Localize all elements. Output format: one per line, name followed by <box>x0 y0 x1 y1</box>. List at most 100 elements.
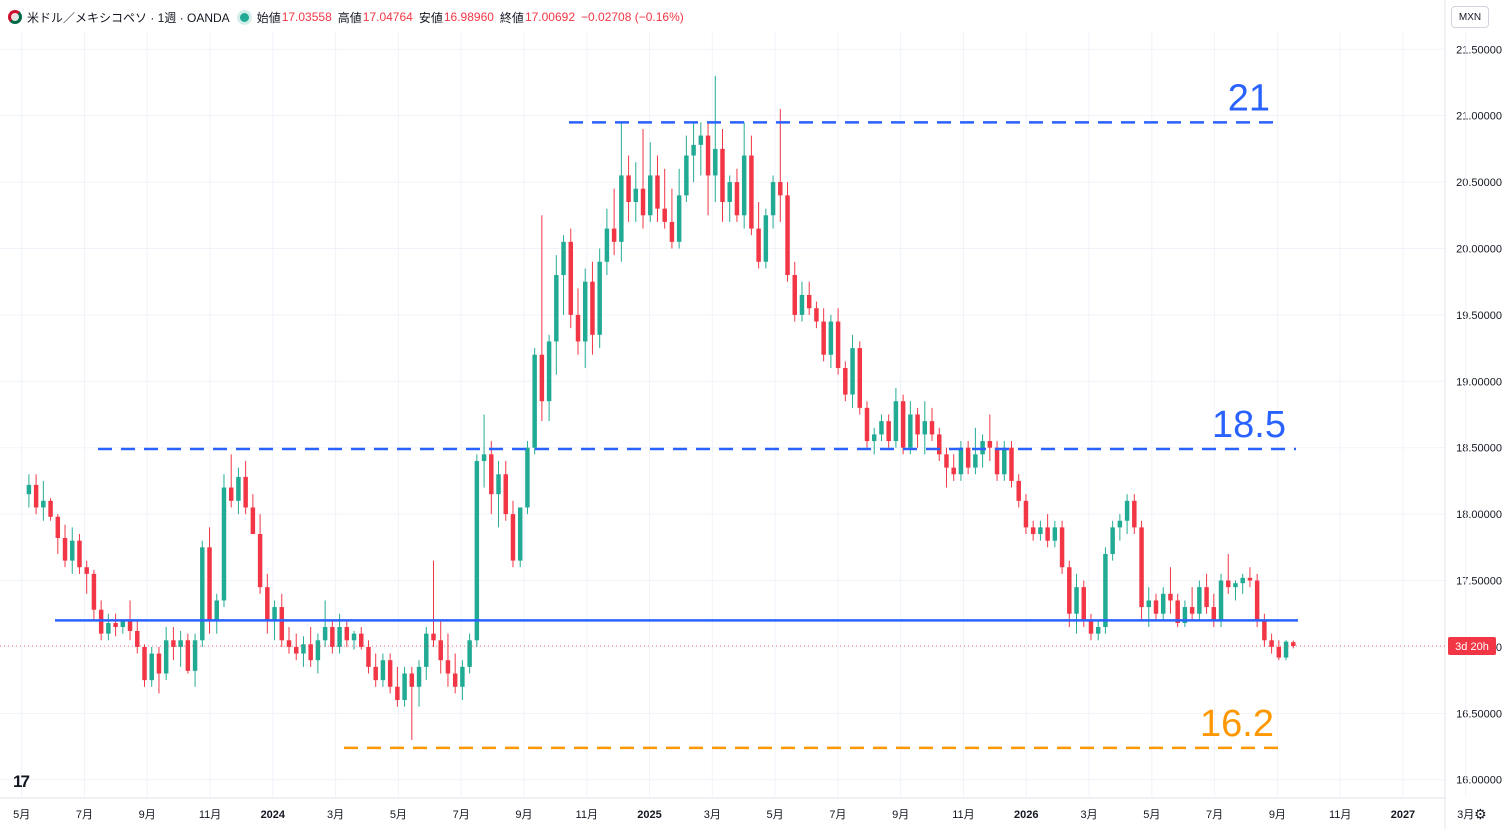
candle-body <box>431 633 436 641</box>
candle-body <box>1103 553 1108 627</box>
currency-button[interactable]: MXN <box>1451 6 1489 28</box>
candle-body <box>864 407 870 442</box>
candle-body <box>192 640 198 671</box>
tradingview-logo-icon[interactable]: 17 <box>13 772 30 791</box>
gear-icon[interactable]: ⚙ <box>1474 806 1487 822</box>
level-label: 16.2 <box>1200 703 1274 745</box>
market-status-icon <box>239 12 249 22</box>
candle-body <box>532 354 537 448</box>
candle-body <box>1189 607 1195 614</box>
candle-body <box>814 308 819 322</box>
candle-body <box>214 600 219 621</box>
candle-body <box>200 547 205 641</box>
candle-body <box>1168 593 1173 601</box>
y-tick-label: 16.00000 <box>1456 775 1502 787</box>
y-tick-label: 20.50000 <box>1456 177 1502 189</box>
candle-body <box>503 474 508 515</box>
x-tick-label: 5月 <box>390 809 407 821</box>
candle-body <box>1226 580 1231 588</box>
high-value: 17.04764 <box>362 10 413 24</box>
candle-body <box>973 454 978 468</box>
candle-body <box>705 135 711 176</box>
candle-body <box>1030 527 1036 535</box>
candle-body <box>1088 620 1094 634</box>
candle-body <box>590 281 595 335</box>
high-label: 高値 <box>337 10 362 25</box>
candle-body <box>460 666 465 687</box>
y-tick-label: 18.00000 <box>1456 509 1502 521</box>
candle-body <box>250 507 256 535</box>
candle-body <box>604 228 610 262</box>
candle-body <box>127 620 133 631</box>
candle-body <box>33 484 39 508</box>
x-tick-label: 5月 <box>13 809 30 821</box>
candle-body <box>135 630 140 647</box>
candle-body <box>879 421 884 435</box>
candle-body <box>308 644 313 661</box>
candle-body <box>582 281 588 342</box>
candle-body <box>467 640 472 667</box>
close-label: 終値 <box>499 10 524 25</box>
candle-body <box>366 646 371 667</box>
level-label: 21 <box>1228 77 1270 119</box>
candle-body <box>351 633 357 641</box>
candle-body <box>424 633 429 667</box>
candle-body <box>178 640 183 647</box>
x-tick-label: 2027 <box>1391 809 1415 821</box>
candle-body <box>373 666 378 681</box>
candle-body <box>315 640 321 661</box>
candle-body <box>257 534 263 588</box>
candle-body <box>922 421 928 435</box>
candle-body <box>1197 587 1202 614</box>
candle-body <box>416 666 422 687</box>
candle-body <box>929 421 935 435</box>
candle-body <box>26 484 32 495</box>
change-value: −0.02708 (−0.16%) <box>581 10 684 24</box>
x-tick-label: 3月 <box>327 809 344 821</box>
candle-body <box>438 640 443 661</box>
candle-body <box>1095 627 1101 634</box>
candle-body <box>272 607 277 621</box>
candle-body <box>713 148 718 176</box>
candle-body <box>778 182 783 196</box>
candle-body <box>337 627 342 647</box>
candle-body <box>619 175 624 242</box>
symbol-title[interactable]: 米ドル／メキシコペソ · 1週 · OANDA <box>27 10 230 25</box>
candle-body <box>402 673 407 701</box>
candle-body <box>171 640 176 647</box>
candle-body <box>510 514 516 561</box>
candle-body <box>1182 607 1188 624</box>
candle-body <box>1283 641 1289 658</box>
candle-body <box>1110 527 1115 554</box>
candle-body <box>1117 520 1123 528</box>
candle-body <box>893 401 899 442</box>
candle-body <box>828 321 834 355</box>
candle-body <box>734 182 740 216</box>
candle-body <box>676 195 682 242</box>
candle-body <box>821 321 826 355</box>
candle-body <box>322 627 328 641</box>
candle-body <box>1002 447 1007 475</box>
candle-body <box>546 341 552 402</box>
candle-body <box>1023 500 1029 528</box>
candle-body <box>243 476 248 508</box>
x-tick-label: 3月 <box>704 809 721 821</box>
candle-body <box>41 500 46 508</box>
x-tick-label: 9月 <box>515 809 532 821</box>
candle-body <box>279 607 285 641</box>
candle-body <box>799 294 805 315</box>
candle-body <box>84 567 89 574</box>
y-tick-label: 17.50000 <box>1456 576 1502 588</box>
x-tick-label: 9月 <box>139 809 156 821</box>
candle-body <box>106 623 111 634</box>
candle-body <box>525 447 530 508</box>
candle-body <box>359 633 364 647</box>
candle-body <box>236 476 241 501</box>
candle-body <box>344 627 350 641</box>
candle-body <box>756 228 761 262</box>
candle-body <box>481 454 487 461</box>
candle-body <box>62 538 68 561</box>
candle-body <box>965 447 971 468</box>
